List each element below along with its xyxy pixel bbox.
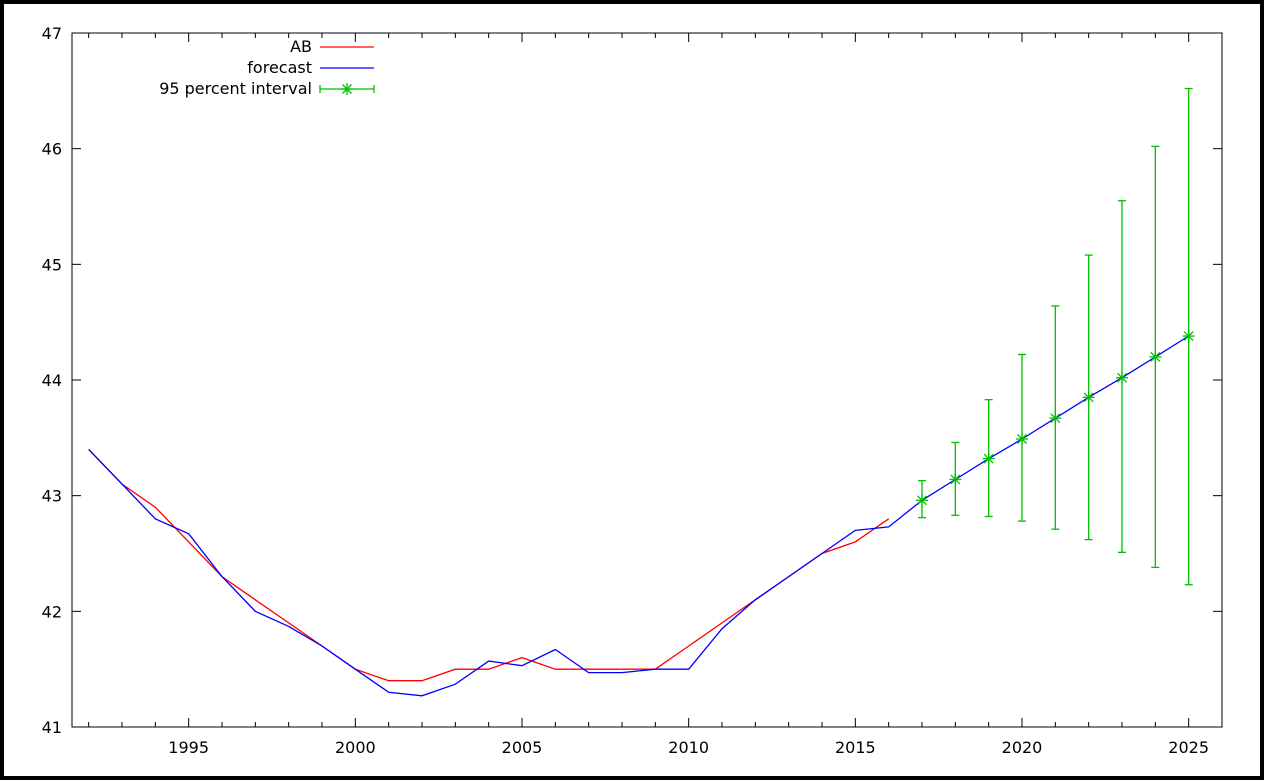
forecast-point-marker (916, 494, 928, 507)
x-tick-label: 1995 (168, 738, 209, 757)
forecast-point-marker (1049, 412, 1062, 425)
forecast-point-marker (982, 452, 995, 465)
x-tick-label: 2015 (835, 738, 876, 757)
legend-marker (341, 83, 353, 95)
x-tick-label: 2010 (668, 738, 709, 757)
x-tick-label: 2000 (335, 738, 376, 757)
legend-label: 95 percent interval (159, 79, 312, 98)
y-tick-label: 43 (42, 487, 62, 506)
series-line-forecast (88, 335, 1190, 697)
x-tick-label: 2025 (1168, 738, 1209, 757)
y-tick-label: 47 (42, 24, 62, 43)
legend-label: AB (290, 37, 312, 56)
y-tick-label: 45 (42, 255, 62, 274)
forecast-point-marker (949, 473, 962, 486)
y-tick-label: 46 (42, 140, 62, 159)
x-tick-label: 2020 (1002, 738, 1043, 757)
forecast-point-marker (1116, 371, 1128, 384)
y-tick-label: 42 (42, 602, 62, 621)
y-tick-label: 44 (42, 371, 62, 390)
x-tick-label: 2005 (502, 738, 543, 757)
legend-label: forecast (247, 58, 312, 77)
forecast-point-marker (1016, 432, 1028, 445)
forecast-point-marker (1082, 391, 1095, 404)
plot-border (71, 32, 1223, 728)
forecast-point-marker (1182, 330, 1195, 343)
y-tick-label: 41 (42, 718, 62, 737)
forecast-point-marker (1149, 350, 1162, 363)
series-line-ab (88, 448, 890, 682)
